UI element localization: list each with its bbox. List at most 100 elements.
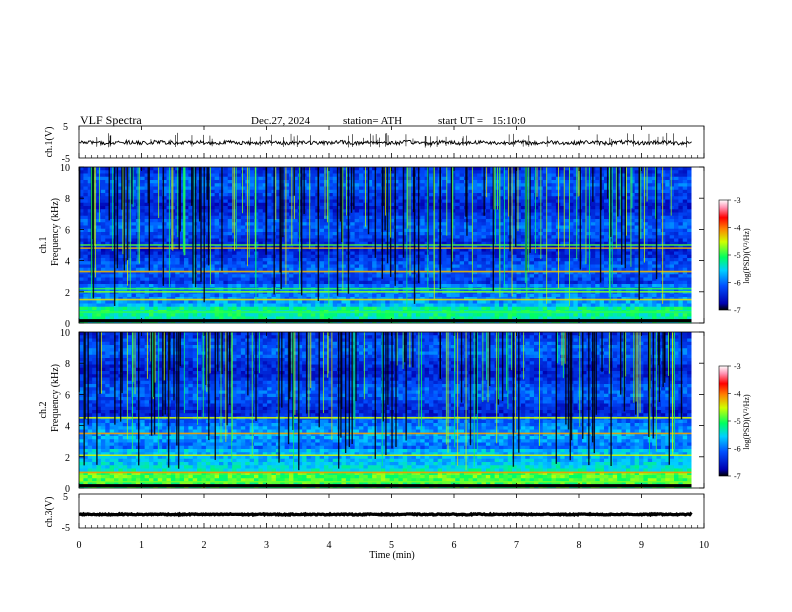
spectrogram-cell — [284, 261, 290, 265]
spectrogram-cell — [459, 225, 465, 230]
spectrogram-cell — [302, 261, 307, 265]
spectrogram-cell — [223, 180, 229, 184]
spectrogram-cell — [376, 183, 382, 187]
spectrogram-cell — [643, 180, 649, 184]
spectrogram-cell — [429, 189, 434, 194]
spectrogram-cell — [306, 215, 312, 220]
spectrogram-cell — [184, 176, 189, 181]
spectrogram-cell — [665, 235, 671, 239]
spectrogram-cell — [560, 199, 566, 204]
spectrogram-cell — [310, 193, 316, 197]
spectrogram-cell — [324, 183, 329, 187]
spectrogram-cell — [372, 196, 377, 200]
spectrogram-cell — [258, 176, 264, 181]
spectrogram-cell — [682, 167, 688, 171]
spectrogram-cell — [529, 254, 535, 259]
spectrogram-cell — [328, 206, 334, 210]
spectrogram-cell — [621, 167, 627, 171]
spectrogram-cell — [534, 219, 539, 223]
spectrogram-cell — [534, 264, 539, 269]
spectrogram-cell — [118, 209, 124, 213]
spectrogram-cell — [547, 235, 552, 239]
spectrogram-cell — [564, 180, 570, 184]
spectrogram-cell — [516, 199, 522, 204]
spectrogram-cell — [380, 206, 386, 210]
spectrogram-cell — [223, 173, 229, 178]
spectrogram-cell — [337, 202, 342, 207]
spectrogram-cell — [534, 176, 539, 181]
spectrogram-cell — [310, 209, 316, 213]
spectrogram-cell — [674, 222, 679, 226]
spectrogram-cell — [639, 173, 644, 178]
spectrogram-cell — [131, 199, 137, 204]
spectrogram-cell — [625, 238, 631, 243]
spectrogram-cell — [621, 173, 627, 178]
spectrogram-cell — [267, 196, 272, 200]
spectrogram-cell — [359, 180, 364, 184]
spectrogram-cell — [586, 183, 592, 187]
spectrogram-cell — [140, 277, 146, 282]
spectrogram-cell — [687, 193, 692, 197]
spectrogram-cell — [595, 209, 601, 213]
spectrogram-cell — [302, 232, 307, 236]
spectrogram-cell — [682, 258, 688, 262]
spectrogram-cell — [372, 167, 377, 171]
spectrogram-cell — [354, 264, 360, 269]
spectrogram-cell — [459, 232, 465, 236]
spectrogram-cell — [100, 199, 106, 204]
spectrogram-cell — [573, 212, 579, 217]
spectrogram-cell — [621, 170, 627, 174]
spectrogram-cell — [293, 176, 299, 181]
spectrogram-cell — [267, 258, 272, 262]
spectrogram-cell — [293, 196, 299, 200]
spectrogram-cell — [551, 225, 557, 230]
spectrogram-cell — [643, 199, 649, 204]
spectrogram-cell — [109, 173, 115, 178]
spectrogram-cell — [79, 261, 84, 265]
spectrogram-cell — [669, 228, 675, 233]
spectrogram-cell — [442, 170, 447, 174]
spectrogram-cell — [324, 199, 329, 204]
spectrogram-cell — [367, 186, 373, 191]
spectrogram-cell — [389, 167, 395, 171]
spectrogram-cell — [450, 176, 456, 181]
spectrogram-cell — [376, 196, 382, 200]
spectrogram-cell — [669, 235, 675, 239]
spectrogram-cell — [604, 238, 609, 243]
spectrogram-cell — [656, 167, 662, 171]
spectrogram-cell — [83, 176, 89, 181]
spectrogram-cell — [324, 193, 329, 197]
spectrogram-cell — [153, 215, 159, 220]
spectrogram-cell — [267, 274, 272, 278]
spectrogram-cell — [682, 215, 688, 220]
spectrogram-cell — [459, 170, 465, 174]
spectrogram-cell — [210, 176, 216, 181]
spectrogram-cell — [639, 183, 644, 187]
spectrogram-cell — [223, 274, 229, 278]
spectrogram-cell — [525, 274, 531, 278]
spectrogram-cell — [674, 170, 679, 174]
spectrogram-cell — [240, 225, 246, 230]
spectrogram-cell — [621, 199, 627, 204]
spectrogram-cell — [179, 186, 185, 191]
spectrogram-cell — [293, 222, 299, 226]
spectrogram-cell — [398, 215, 404, 220]
spectrogram-cell — [324, 189, 329, 194]
spectrogram-cell — [166, 258, 172, 262]
spectrogram-cell — [481, 261, 487, 265]
spectrogram-cell — [625, 251, 631, 256]
spectrogram-cell — [442, 209, 447, 213]
spectrogram-cell — [442, 180, 447, 184]
spectrogram-cell — [643, 206, 649, 210]
spectrogram-cell — [547, 180, 552, 184]
spectrogram-cell — [319, 193, 325, 197]
spectrogram-cell — [551, 228, 557, 233]
spectrogram-cell — [140, 215, 146, 220]
spectrogram-cell — [630, 176, 636, 181]
spectrogram-cell — [319, 228, 325, 233]
spectrogram-cell — [249, 202, 255, 207]
spectrogram-cell — [319, 206, 325, 210]
spectrogram-cell — [293, 254, 299, 259]
spectrogram-cell — [131, 215, 137, 220]
spectrogram-cell — [617, 176, 622, 181]
